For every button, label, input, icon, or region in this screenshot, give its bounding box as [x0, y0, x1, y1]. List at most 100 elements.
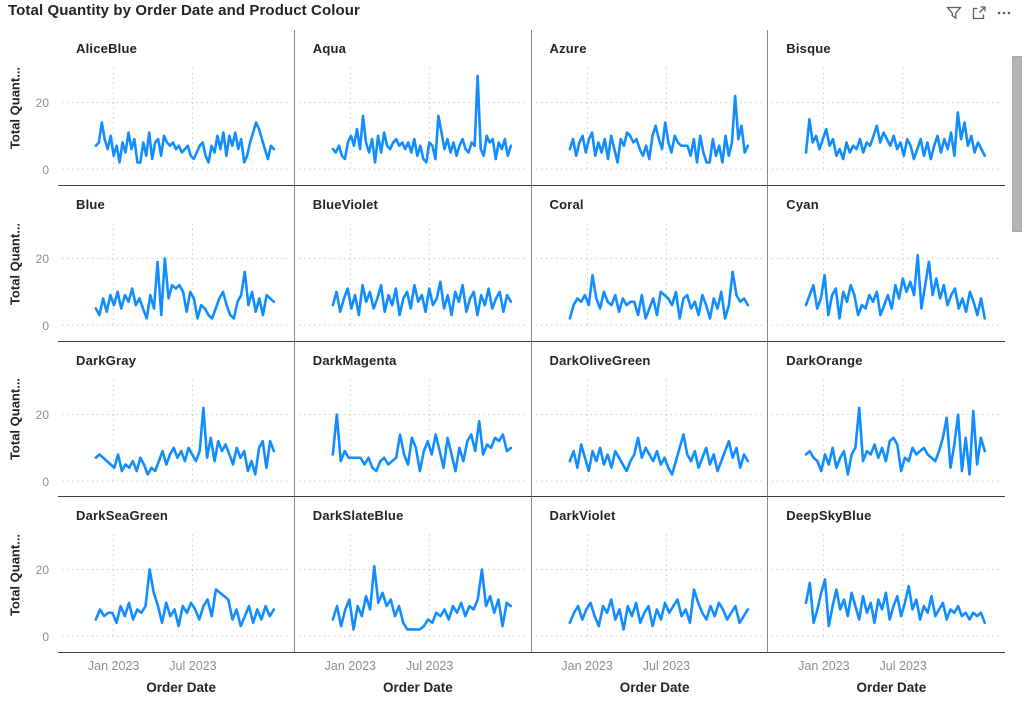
y-axis-row: Total Quant... 20 0	[0, 497, 58, 653]
x-tick-jan-2023: Jan 2023	[87, 659, 140, 673]
panel-aqua[interactable]: Aqua	[294, 30, 532, 186]
x-tick-jan-2023: Jan 2023	[324, 659, 377, 673]
y-axis-title: Total Quant...	[7, 378, 23, 461]
data-line	[331, 565, 512, 631]
y-axis-title: Total Quant...	[7, 534, 23, 617]
page-title: Total Quantity by Order Date and Product…	[8, 2, 360, 19]
line-chart	[298, 67, 527, 170]
y-axis-row: Total Quant... 20 0	[0, 186, 58, 342]
line-chart	[772, 379, 1001, 482]
x-tick-jan-2023: Jan 2023	[798, 659, 850, 673]
panel-title: DeepSkyBlue	[786, 508, 872, 524]
x-tick-jul-2023: Jul 2023	[642, 659, 691, 673]
y-axis-row: Total Quant... 20 0	[0, 342, 58, 498]
x-axis-column: Jan 2023 Jul 2023 Order Date	[58, 653, 295, 706]
panel-azure[interactable]: Azure	[531, 30, 769, 186]
line-chart	[772, 223, 1001, 326]
y-tick-20: 20	[35, 407, 49, 422]
panel-coral[interactable]: Coral	[531, 185, 769, 342]
data-line	[331, 74, 512, 164]
x-axis-title: Order Date	[856, 680, 927, 695]
panel-title: DarkSlateBlue	[312, 508, 404, 524]
panel-title: DarkMagenta	[312, 352, 397, 368]
panel-darkslateblue[interactable]: DarkSlateBlue	[294, 497, 532, 653]
filter-icon[interactable]	[946, 5, 962, 21]
panel-blue[interactable]: Blue	[58, 185, 295, 342]
panel-title: Aqua	[312, 41, 347, 56]
x-tick-jan-2023: Jan 2023	[561, 659, 613, 673]
y-tick-0: 0	[42, 163, 49, 177]
x-axis-column: Jan 2023 Jul 2023 Order Date	[532, 653, 769, 706]
x-axis-title: Order Date	[382, 680, 453, 695]
line-chart	[61, 379, 290, 482]
line-chart	[61, 535, 290, 637]
line-chart	[298, 223, 527, 326]
panel-cyan[interactable]: Cyan	[768, 186, 1005, 342]
y-axis-title: Total Quant...	[7, 66, 23, 149]
y-tick-20: 20	[35, 96, 49, 110]
data-line	[331, 412, 512, 472]
x-axis-title: Order Date	[619, 680, 690, 695]
x-axis-column: Jan 2023 Jul 2023 Order Date	[768, 653, 1005, 706]
line-chart	[298, 379, 527, 482]
panel-title: Cyan	[786, 196, 819, 212]
panel-darkgray[interactable]: DarkGray	[58, 341, 295, 498]
data-line	[568, 270, 749, 320]
x-tick-jul-2023: Jul 2023	[879, 659, 927, 673]
data-line	[804, 253, 987, 320]
data-line	[94, 121, 276, 164]
more-options-icon[interactable]	[996, 5, 1012, 21]
y-tick-20: 20	[35, 563, 49, 578]
panel-title: DarkOliveGreen	[549, 352, 651, 368]
panel-darkviolet[interactable]: DarkViolet	[531, 497, 769, 653]
y-tick-0: 0	[42, 318, 49, 333]
panel-aliceblue[interactable]: AliceBlue	[58, 30, 295, 186]
line-chart	[772, 535, 1001, 637]
line-chart	[772, 67, 1001, 170]
panel-darkmagenta[interactable]: DarkMagenta	[294, 341, 532, 498]
data-line	[568, 94, 749, 164]
line-chart	[535, 535, 764, 637]
panel-title: Coral	[549, 196, 584, 212]
vertical-scrollbar-thumb[interactable]	[1012, 56, 1022, 232]
line-chart	[61, 67, 290, 170]
data-line	[804, 406, 987, 476]
x-axis-title: Order Date	[146, 680, 216, 695]
panel-bisque[interactable]: Bisque	[768, 30, 1005, 186]
panel-blueviolet[interactable]: BlueViolet	[294, 185, 532, 342]
line-chart	[61, 223, 290, 326]
focus-mode-icon[interactable]	[971, 5, 987, 21]
data-line	[568, 588, 749, 631]
data-line	[568, 432, 749, 476]
line-chart	[535, 223, 764, 326]
panel-deepskyblue[interactable]: DeepSkyBlue	[768, 497, 1005, 653]
panel-title: BlueViolet	[312, 196, 379, 212]
data-line	[94, 256, 276, 320]
line-chart	[298, 535, 527, 637]
panel-title: DarkViolet	[549, 508, 616, 524]
panel-title: DarkOrange	[786, 352, 863, 368]
data-line	[94, 568, 276, 628]
data-line	[94, 406, 276, 476]
panel-darkseagreen[interactable]: DarkSeaGreen	[58, 497, 295, 653]
visual-header: Total Quantity by Order Date and Product…	[0, 0, 1024, 30]
data-line	[804, 111, 987, 161]
panel-title: Blue	[76, 196, 105, 212]
data-line	[804, 578, 987, 628]
panel-title: Bisque	[786, 41, 831, 56]
panel-darkolivegreen[interactable]: DarkOliveGreen	[531, 341, 769, 498]
x-tick-jul-2023: Jul 2023	[406, 659, 454, 673]
panel-darkorange[interactable]: DarkOrange	[768, 342, 1005, 498]
panel-title: Azure	[549, 41, 587, 56]
x-tick-jul-2023: Jul 2023	[169, 659, 217, 673]
header-icons	[946, 5, 1012, 21]
panel-title: DarkGray	[76, 352, 137, 368]
line-chart	[535, 67, 764, 170]
line-chart	[535, 379, 764, 482]
data-line	[331, 280, 512, 317]
y-axis-title: Total Quant...	[7, 222, 23, 305]
x-axis-area: Jan 2023 Jul 2023 Order Date Jan 2023 Jul 20…	[58, 653, 1005, 706]
y-tick-0: 0	[42, 630, 49, 645]
y-axis-row: Total Quant... 20 0	[0, 30, 58, 186]
x-axis-column: Jan 2023 Jul 2023 Order Date	[295, 653, 532, 706]
